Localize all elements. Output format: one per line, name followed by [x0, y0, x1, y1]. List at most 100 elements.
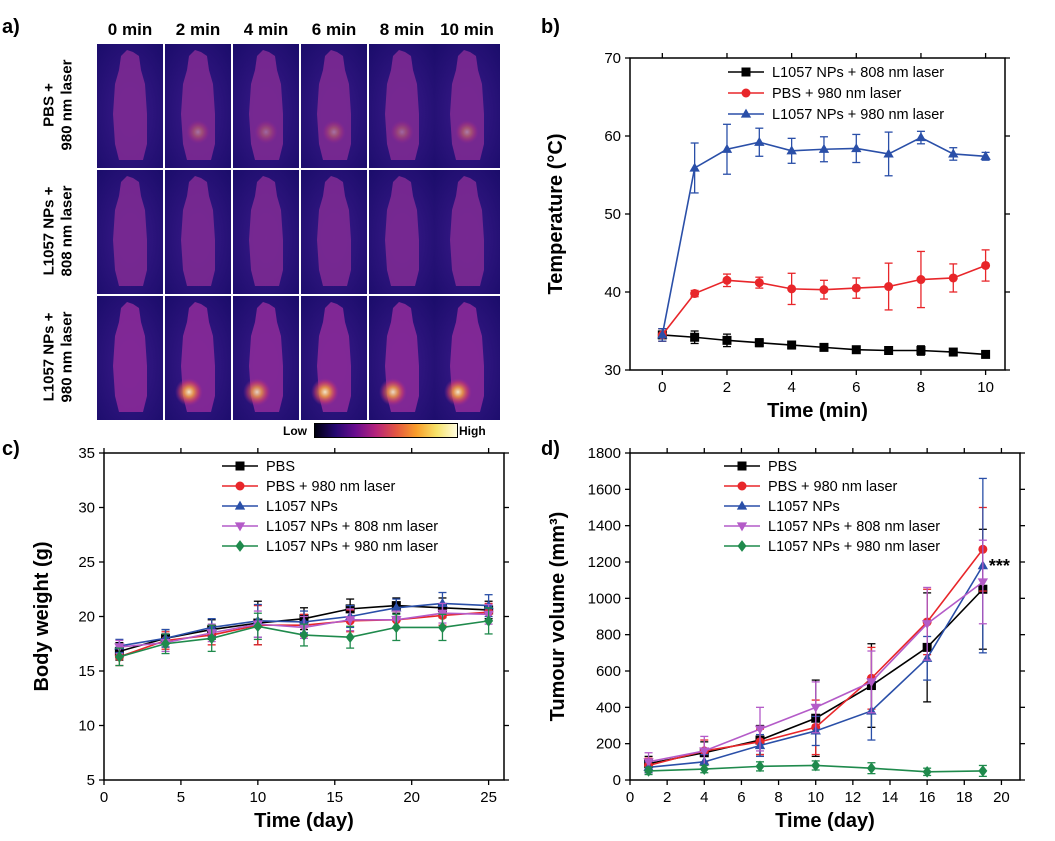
thermal-image: [434, 296, 500, 420]
data-point: [811, 759, 821, 772]
panel-label-a: a): [2, 16, 20, 38]
x-tick-label: 20: [403, 789, 420, 806]
data-point: [916, 346, 926, 355]
data-point: [884, 282, 894, 292]
data-point: [819, 285, 829, 295]
y-tick-label: 1400: [588, 518, 621, 535]
thermal-image: [434, 44, 500, 168]
data-point: [699, 747, 710, 757]
data-point: [299, 629, 309, 641]
y-tick-label: 1600: [588, 481, 621, 498]
data-point: [787, 340, 797, 350]
thermal-image: [301, 44, 367, 168]
y-tick-label: 800: [596, 627, 621, 644]
legend-label: L1057 NPs + 808 nm laser: [768, 519, 940, 535]
thermal-image: [233, 44, 299, 168]
x-axis-label: Time (day): [775, 810, 875, 832]
row-label-np-808: L1057 NPs + 808 nm laser: [40, 185, 75, 277]
data-point: [754, 278, 764, 288]
y-tick-label: 40: [604, 284, 621, 301]
time-label-0: 0 min: [107, 20, 153, 39]
legend-marker: [737, 481, 747, 491]
thermal-image-panel: 0 min 2 min 4 min 6 min 8 min 10 min PBS…: [0, 0, 520, 445]
thermal-image: [233, 296, 299, 420]
data-point: [851, 143, 862, 153]
data-point: [754, 136, 765, 146]
y-tick-label: 20: [78, 609, 95, 626]
data-point: [977, 578, 989, 588]
data-point: [344, 616, 356, 626]
data-point: [207, 632, 217, 645]
x-tick-label: 5: [177, 789, 185, 806]
data-point: [754, 725, 766, 735]
time-label-2: 4 min: [243, 20, 289, 39]
thermal-image: [97, 296, 163, 420]
legend-label: PBS: [266, 459, 295, 475]
data-point: [721, 143, 733, 153]
legend-marker: [741, 67, 751, 77]
data-point: [754, 338, 764, 348]
legend-label: PBS + 980 nm laser: [772, 86, 902, 102]
legend-marker: [737, 461, 747, 471]
legend-label: L1057 NPs + 980 nm laser: [768, 539, 940, 555]
y-axis-label: Tumour volume (mm³): [547, 512, 569, 722]
data-point: [345, 631, 355, 644]
series-line: [661, 136, 986, 336]
data-point: [253, 620, 263, 633]
temperature-chart: 0 2 4 6 8 10 30 40 50 60 70 Time (min) Temperature (…: [545, 50, 1010, 422]
x-tick-label: 6: [737, 789, 745, 806]
data-point: [948, 347, 958, 357]
y-tick-label: 35: [78, 445, 95, 462]
x-tick-label: 6: [852, 379, 860, 396]
y-axis-label: Temperature (°C): [545, 134, 567, 295]
thermal-image: [434, 170, 500, 294]
y-tick-label: 400: [596, 699, 621, 716]
data-point: [391, 621, 401, 634]
panel-label-c: c): [2, 438, 20, 460]
time-label-3: 6 min: [311, 20, 357, 39]
data-point: [916, 275, 926, 285]
x-tick-label: 0: [626, 789, 634, 806]
panel-label-b: b): [541, 16, 560, 38]
plot-frame: [629, 452, 1021, 781]
data-point: [948, 148, 959, 158]
y-axis-label: Body weight (g): [31, 542, 53, 692]
x-tick-label: 4: [787, 379, 795, 396]
colorbar-low-label: Low: [283, 424, 307, 438]
data-point: [980, 150, 991, 160]
y-tick-label: 15: [78, 663, 95, 680]
data-point: [391, 602, 402, 612]
y-tick-label: 200: [596, 736, 621, 753]
data-point: [981, 260, 991, 270]
legend-label: L1057 NPs: [768, 499, 840, 515]
y-tick-label: 600: [596, 663, 621, 680]
time-label-1: 2 min: [175, 20, 221, 39]
colorbar-high-label: High: [459, 424, 486, 438]
x-tick-label: 0: [100, 789, 108, 806]
data-point: [819, 342, 829, 352]
y-tick-label: 25: [78, 554, 95, 571]
data-point: [786, 145, 797, 155]
time-label-5: 10 min: [440, 20, 494, 39]
y-tick-label: 5: [87, 772, 95, 789]
y-tick-label: 1200: [588, 554, 621, 571]
data-point: [722, 275, 732, 285]
data-point: [484, 615, 494, 627]
series-line: [661, 264, 986, 336]
x-tick-label: 25: [480, 789, 497, 806]
data-point: [866, 762, 876, 775]
data-point: [851, 345, 861, 355]
data-point: [690, 289, 700, 299]
thermal-image: [233, 170, 299, 294]
thermal-image: [301, 296, 367, 420]
legend-label: L1057 NPs + 808 nm laser: [266, 519, 438, 535]
legend-marker: [235, 540, 245, 552]
data-point: [644, 765, 654, 777]
x-tick-label: 2: [723, 379, 731, 396]
legend-marker: [740, 108, 752, 118]
legend-label: PBS: [768, 459, 797, 475]
y-tick-label: 1800: [588, 445, 621, 462]
significance-annotation: ***: [989, 556, 1010, 576]
y-tick-label: 70: [604, 50, 621, 67]
